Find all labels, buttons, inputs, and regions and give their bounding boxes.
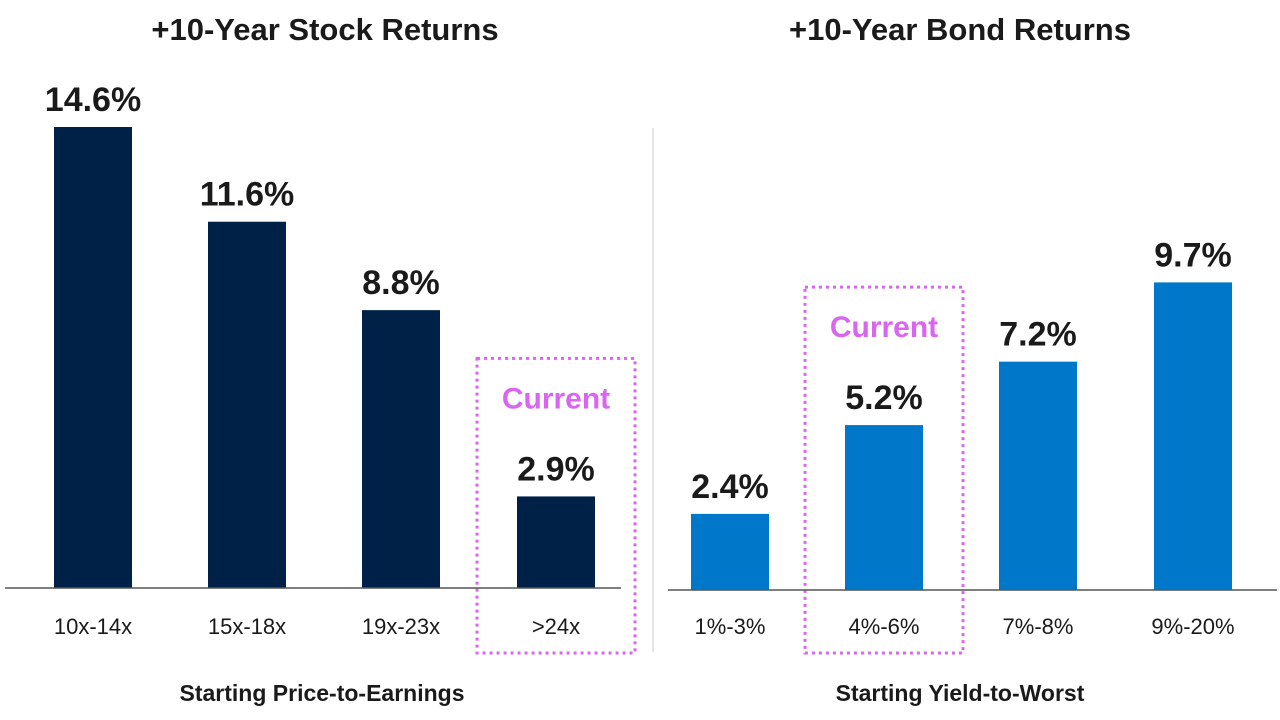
bond-bar-2 [845, 425, 923, 590]
bond-returns-panel: +10-Year Bond Returns Starting Yield-to-W… [668, 12, 1277, 706]
bond-current-highlight-box [803, 285, 965, 655]
stock-chart-title: +10-Year Stock Returns [151, 12, 498, 47]
stock-bar-4 [517, 496, 595, 588]
bond-category-label-3: 7%-8% [1003, 614, 1074, 639]
bond-value-label-2: 5.2% [845, 379, 923, 417]
stock-value-label-2: 11.6% [200, 176, 295, 214]
stock-current-highlight-box [475, 356, 637, 655]
stock-bar-3 [362, 310, 440, 588]
stock-value-label-1: 14.6% [45, 81, 141, 119]
bond-category-label-2: 4%-6% [849, 614, 920, 639]
bond-value-label-3: 7.2% [999, 316, 1077, 354]
bond-bar-3 [999, 361, 1077, 590]
bond-bar-1 [691, 513, 769, 590]
stock-x-axis-label: Starting Price-to-Earnings [180, 680, 465, 706]
stock-category-label-3: 19x-23x [362, 614, 440, 639]
bond-chart-title: +10-Year Bond Returns [789, 12, 1131, 47]
stock-category-label-2: 15x-18x [208, 614, 286, 639]
stock-category-label-4: >24x [532, 614, 580, 639]
bond-value-label-4: 9.7% [1154, 236, 1232, 274]
bond-category-label-1: 1%-3% [695, 614, 766, 639]
bond-category-label-4: 9%-20% [1151, 614, 1234, 639]
stock-value-label-3: 8.8% [362, 264, 440, 302]
stock-returns-panel: +10-Year Stock Returns Starting Price-to-… [5, 12, 637, 706]
stock-bar-1 [54, 127, 132, 588]
stock-category-label-1: 10x-14x [54, 614, 132, 639]
bond-current-label: Current [830, 311, 938, 344]
bond-bar-4 [1154, 282, 1232, 590]
stock-bar-2 [208, 221, 286, 589]
stock-current-label: Current [502, 382, 610, 415]
stock-value-label-4: 2.9% [517, 450, 595, 488]
bond-x-axis-label: Starting Yield-to-Worst [836, 680, 1085, 706]
bond-value-label-1: 2.4% [691, 468, 769, 506]
